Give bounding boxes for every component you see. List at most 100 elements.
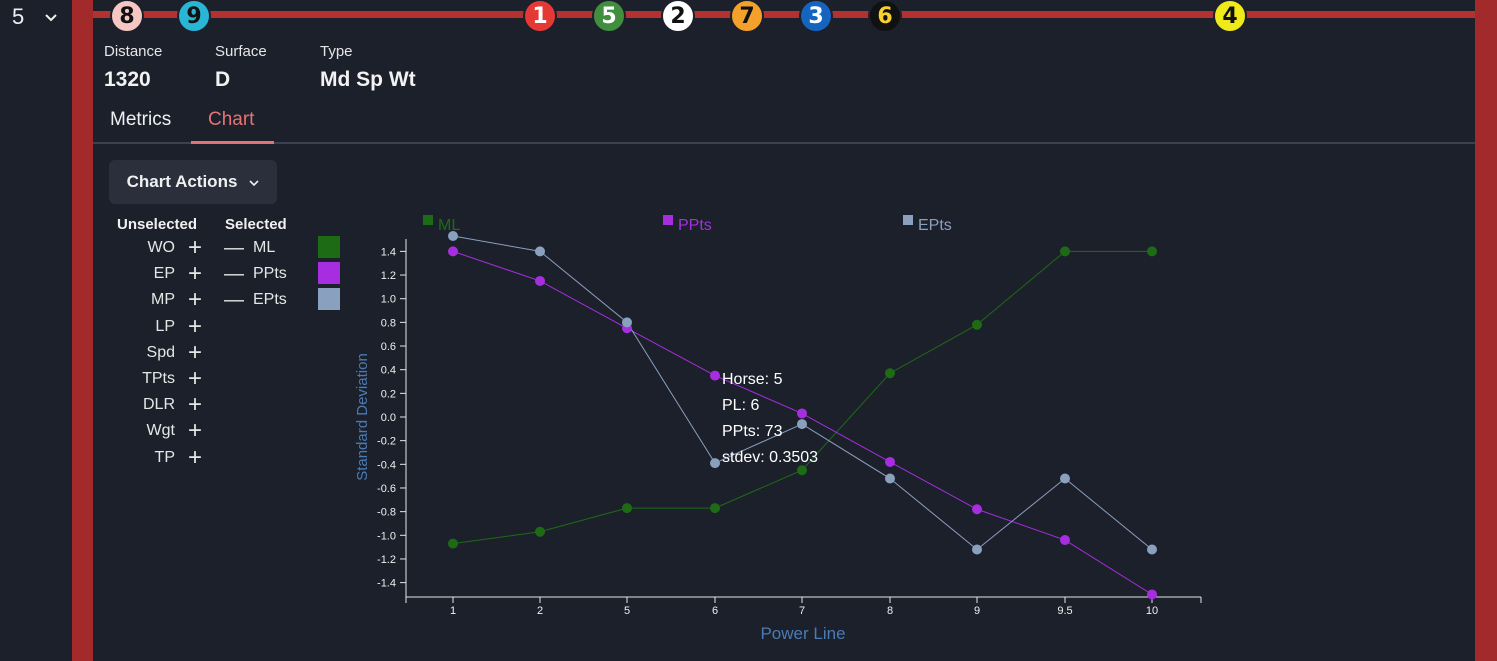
y-tick-label: 0.6 [381,341,396,353]
data-point [972,319,982,330]
post-badge[interactable]: 1 [523,0,557,33]
x-tick-label: 2 [537,605,543,617]
minus-icon[interactable]: — [224,236,244,259]
post-badge[interactable]: 2 [661,0,695,33]
data-point [797,465,807,476]
chevron-down-icon[interactable] [44,10,58,26]
data-point [448,231,458,242]
y-tick-label: -1.2 [377,554,396,566]
post-badge[interactable]: 3 [799,0,833,33]
chart: ML PPts EPts 1.4 1.2 1.0 0.8 0.6 0.4 0.2 0.0 -0.2 -… [354,215,1202,643]
y-tick-label: -1.4 [377,578,396,590]
unselected-metric-row[interactable]: Spd + [100,338,205,366]
y-tick-label: -1.0 [377,530,396,542]
chart-legend: ML PPts EPts [423,215,952,234]
distance-value: 1320 [104,68,151,91]
metric-label: DLR [142,396,175,414]
surface-label: Surface [215,43,267,60]
unselected-metric-row[interactable]: WO + [100,236,205,260]
x-tick-label: 6 [712,605,718,617]
race-number: 5 [12,4,25,29]
data-point [535,275,545,286]
legend-label: PPts [678,217,712,234]
tabs-divider [93,142,1475,144]
data-point [797,408,807,419]
active-tab-indicator [191,141,274,144]
x-tick-label: 1 [450,605,456,617]
selected-metric-row[interactable]: — ML [224,236,344,260]
chart-actions-button[interactable]: Chart Actions [109,160,277,204]
metric-label: LP [155,317,175,335]
left-border [72,0,93,661]
legend-label: EPts [918,217,952,234]
post-badge[interactable]: 5 [592,0,626,33]
data-point [1147,589,1157,600]
data-point [1147,544,1157,555]
unselected-metric-row[interactable]: LP + [100,312,205,340]
data-point [710,370,720,381]
plus-icon[interactable]: + [187,391,202,419]
y-tick-label: 1.2 [381,270,396,282]
x-axis-label: Power Line [760,624,845,643]
unselected-metric-row[interactable]: TPts + [100,367,205,391]
plus-icon[interactable]: + [187,260,202,288]
metric-label: EP [153,265,175,283]
plus-icon[interactable]: + [187,443,202,471]
plus-icon[interactable]: + [187,234,202,261]
plus-icon[interactable]: + [187,338,202,366]
selected-header: Selected [225,216,287,233]
unselected-metric-row[interactable]: MP + [100,288,205,312]
plus-icon[interactable]: + [187,286,202,314]
tooltip-line: PL: 6 [722,397,759,414]
data-point [448,246,458,257]
unselected-metric-row[interactable]: Wgt + [100,419,205,443]
race-sidebar: 5 [0,0,72,661]
distance-label: Distance [104,43,163,60]
x-tick-label: 5 [624,605,630,617]
x-tick-label: 9.5 [1057,605,1072,617]
x-tick-label: 8 [887,605,893,617]
unselected-metric-row[interactable]: EP + [100,262,205,286]
tab-chart[interactable]: Chart [208,109,255,130]
post-badge[interactable]: 9 [177,0,211,33]
data-point [710,458,720,469]
unselected-metric-row[interactable]: TP + [100,443,205,471]
plus-icon[interactable]: + [187,365,202,392]
color-swatch[interactable] [318,262,340,284]
selected-metric-row[interactable]: — PPts [224,262,344,286]
unselected-metric-row[interactable]: DLR + [100,393,205,417]
color-swatch[interactable] [318,236,340,258]
selected-metric-row[interactable]: — EPts [224,288,344,312]
chevron-down-icon [249,172,259,192]
plus-icon[interactable]: + [187,312,202,340]
post-badge[interactable]: 6 [868,0,902,33]
legend-label: ML [438,217,460,234]
minus-icon[interactable]: — [224,262,244,285]
plus-icon[interactable]: + [187,417,202,445]
data-point [1147,246,1157,257]
data-point [972,544,982,555]
y-tick-label: -0.6 [377,483,396,495]
post-badge[interactable]: 8 [110,0,144,33]
color-swatch[interactable] [318,288,340,310]
metric-label: ML [253,239,276,256]
metric-label: TPts [142,370,175,387]
y-tick-label: 0.4 [381,365,396,377]
surface-value: D [215,68,231,91]
metric-label: MP [151,291,175,309]
y-axis-label: Standard Deviation [354,353,371,481]
metric-label: Wgt [146,422,175,440]
data-point [535,246,545,257]
tab-metrics[interactable]: Metrics [110,109,172,130]
data-point [1060,535,1070,546]
chart-axes: 1.4 1.2 1.0 0.8 0.6 0.4 0.2 0.0 -0.2 -0.4 -0.6 -0.8… [377,239,1202,617]
right-border [1475,0,1497,661]
unselected-header: Unselected [117,216,198,233]
data-point [1060,246,1070,257]
minus-icon[interactable]: — [224,288,244,311]
y-tick-label: -0.4 [377,459,396,471]
post-badge[interactable]: 7 [730,0,764,33]
series-line-epts [452,235,1153,551]
post-badge[interactable]: 4 [1213,0,1247,33]
data-point [622,317,632,328]
